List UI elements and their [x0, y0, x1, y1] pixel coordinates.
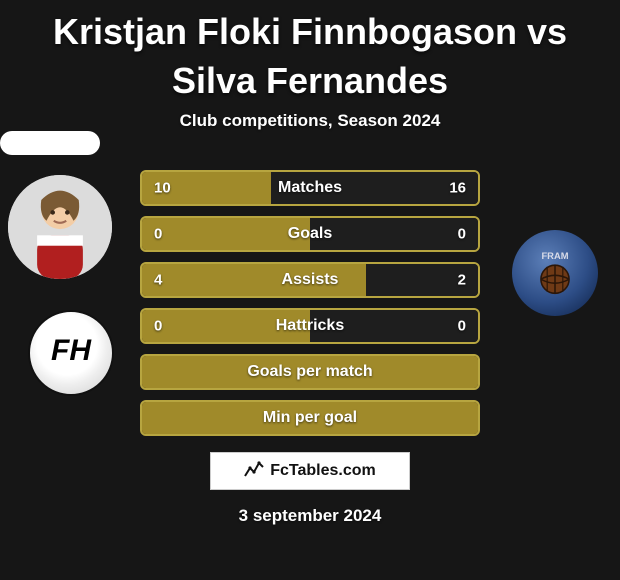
- stat-row: Matches10 16: [140, 170, 480, 206]
- stat-label: Matches: [142, 179, 478, 197]
- stat-value-left: 10: [154, 180, 171, 197]
- stat-label: Goals: [142, 225, 478, 243]
- stats-area: Matches1016Goals00Assists42Hattricks00Go…: [140, 170, 480, 446]
- club-left-text: FH: [51, 334, 91, 368]
- stat-row: Min per goal: [140, 400, 480, 436]
- stat-value-left: 4: [154, 272, 162, 289]
- fctables-logo-icon: [244, 460, 264, 483]
- player-right-photo-placeholder: [0, 131, 100, 155]
- player-left-photo: [8, 175, 112, 279]
- club-badge-right: FRAM: [512, 230, 598, 316]
- stat-label: Goals per match: [142, 363, 478, 381]
- stat-label: Hattricks: [142, 317, 478, 335]
- stat-label: Min per goal: [142, 409, 478, 427]
- stat-value-right: 2: [458, 272, 466, 289]
- page-title: Kristjan Floki Finnbogason vs Silva Fern…: [0, 0, 620, 105]
- stat-row: Assists4 2: [140, 262, 480, 298]
- stat-value-right: 16: [449, 180, 466, 197]
- stat-value-right: 0: [458, 226, 466, 243]
- club-right-text: FRAM: [541, 251, 568, 261]
- stat-row: Hattricks0 0: [140, 308, 480, 344]
- stat-value-left: 0: [154, 318, 162, 335]
- fctables-text: FcTables.com: [270, 462, 376, 480]
- stat-value-left: 0: [154, 226, 162, 243]
- stat-row: Goals per match: [140, 354, 480, 390]
- club-badge-left: FH: [28, 310, 114, 396]
- stat-label: Assists: [142, 271, 478, 289]
- stat-row: Goals0 0: [140, 216, 480, 252]
- stat-value-right: 0: [458, 318, 466, 335]
- date-text: 3 september 2024: [0, 506, 620, 526]
- subtitle: Club competitions, Season 2024: [0, 111, 620, 131]
- fctables-badge: FcTables.com: [210, 452, 410, 490]
